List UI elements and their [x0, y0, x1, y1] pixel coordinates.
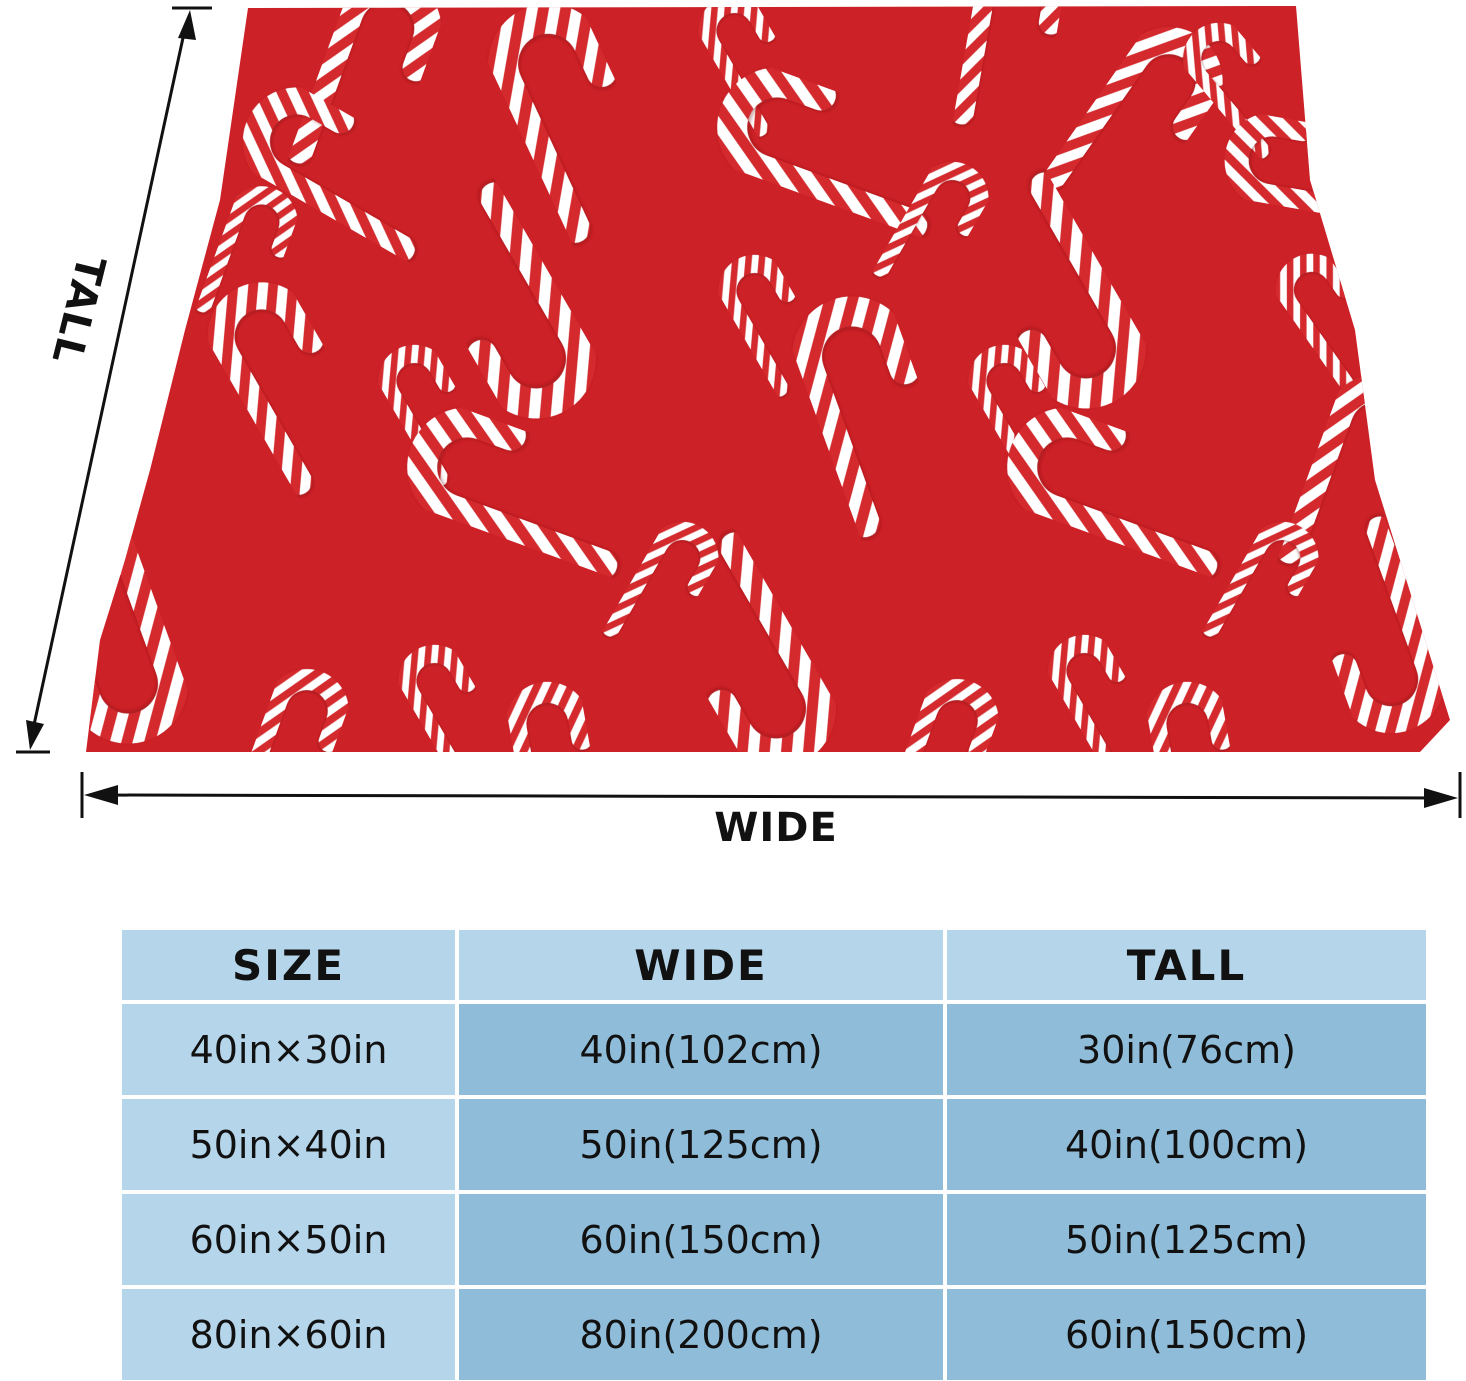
- header-tall: TALL: [947, 930, 1426, 1000]
- candy-cane-icon: [1048, 634, 1126, 752]
- candy-cane-icon: [505, 681, 593, 752]
- candy-cane-icon: [1275, 253, 1354, 393]
- candy-cane-icon: [467, 182, 596, 419]
- candy-cane-icon: [86, 502, 188, 744]
- candy-cane-icon: [1330, 516, 1446, 734]
- candy-cane-pattern: [86, 6, 1446, 752]
- row-1-wide: 40in(102cm): [459, 1004, 943, 1095]
- row-4-size: 80in×60in: [122, 1289, 455, 1380]
- row-3-size: 60in×50in: [122, 1194, 455, 1285]
- wide-dimension-arrow: [80, 772, 1462, 818]
- header-wide: WIDE: [459, 930, 943, 1000]
- row-3-wide: 60in(150cm): [459, 1194, 943, 1285]
- row-4-wide: 80in(200cm): [459, 1289, 943, 1380]
- candy-cane-icon: [601, 521, 719, 637]
- candy-cane-icon: [228, 669, 349, 752]
- blanket-diagram: [16, 6, 1462, 818]
- candy-cane-icon: [207, 282, 324, 495]
- candy-cane-icon: [707, 532, 836, 752]
- candy-cane-icon: [968, 344, 1046, 487]
- candy-cane-icon: [698, 6, 776, 137]
- row-4-tall: 60in(150cm): [947, 1289, 1426, 1380]
- candy-cane-icon: [792, 296, 920, 538]
- candy-cane-icon: [194, 186, 298, 313]
- candy-cane-icon: [871, 161, 989, 277]
- candy-cane-icon: [407, 407, 618, 580]
- row-1-size: 40in×30in: [122, 1004, 455, 1095]
- wide-label: WIDE: [714, 805, 838, 851]
- candy-cane-icon: [718, 254, 796, 397]
- row-3-tall: 50in(125cm): [947, 1194, 1426, 1285]
- candy-cane-icon: [1007, 407, 1218, 580]
- header-size: SIZE: [122, 930, 455, 1000]
- candy-cane-icon: [378, 344, 456, 487]
- tall-dimension-arrow: [16, 6, 212, 754]
- row-2-size: 50in×40in: [122, 1099, 455, 1190]
- row-2-wide: 50in(125cm): [459, 1099, 943, 1190]
- candy-cane-icon: [242, 87, 415, 263]
- candy-cane-icon: [286, 6, 442, 164]
- candy-cane-icon: [878, 679, 999, 752]
- candy-cane-icon: [1224, 112, 1405, 231]
- candy-cane-icon: [1017, 172, 1146, 409]
- candy-cane-icon: [1201, 521, 1319, 637]
- candy-cane-icon: [398, 644, 476, 752]
- candy-cane-icon: [1145, 681, 1233, 752]
- row-2-tall: 40in(100cm): [947, 1099, 1426, 1190]
- blanket: [86, 6, 1450, 752]
- candy-cane-icon: [717, 67, 928, 240]
- candy-cane-icon: [1183, 22, 1270, 159]
- row-1-tall: 30in(76cm): [947, 1004, 1426, 1095]
- size-table: SIZE WIDE TALL 40in×30in 40in(102cm) 30i…: [122, 930, 1426, 1380]
- candy-cane-icon: [488, 6, 617, 243]
